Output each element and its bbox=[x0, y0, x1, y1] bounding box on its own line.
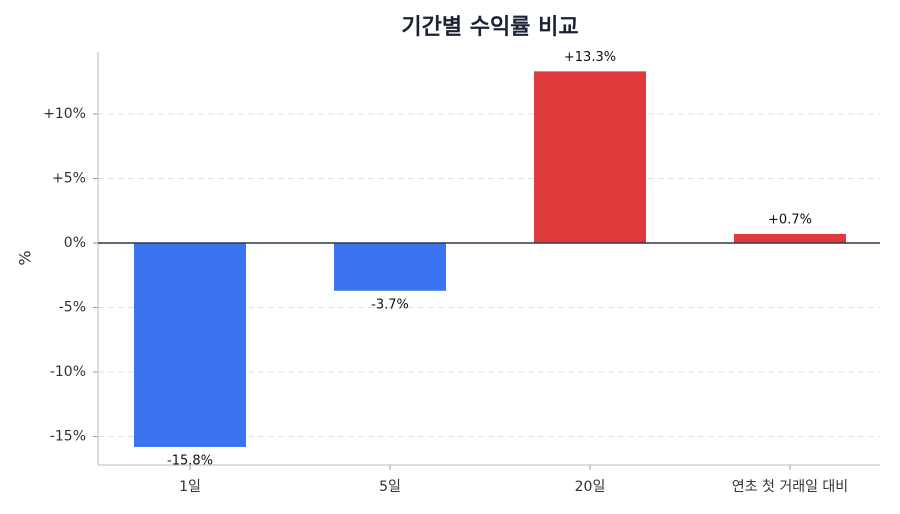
y-tick-label: +5% bbox=[52, 170, 86, 186]
bar bbox=[534, 71, 646, 244]
x-tick-label: 20일 bbox=[575, 479, 606, 495]
value-label: -15.8% bbox=[167, 453, 213, 468]
value-label: +0.7% bbox=[768, 212, 812, 227]
bar bbox=[334, 243, 446, 291]
y-tick-label: -15% bbox=[50, 429, 86, 445]
y-tick-label: -10% bbox=[50, 364, 86, 380]
y-axis-label: % bbox=[16, 250, 35, 265]
chart-title: 기간별 수익률 비교 bbox=[401, 15, 578, 40]
bar bbox=[734, 233, 846, 244]
bar bbox=[134, 243, 246, 447]
x-tick-label: 연초 첫 거래일 대비 bbox=[732, 479, 848, 495]
x-tick-label: 5일 bbox=[379, 479, 401, 495]
y-tick-label: -5% bbox=[59, 300, 86, 316]
y-tick-label: 0% bbox=[64, 235, 86, 251]
value-label: +13.3% bbox=[564, 50, 616, 65]
y-tick-label: +10% bbox=[43, 106, 86, 122]
value-label: -3.7% bbox=[371, 297, 409, 312]
x-tick-label: 1일 bbox=[179, 479, 201, 495]
